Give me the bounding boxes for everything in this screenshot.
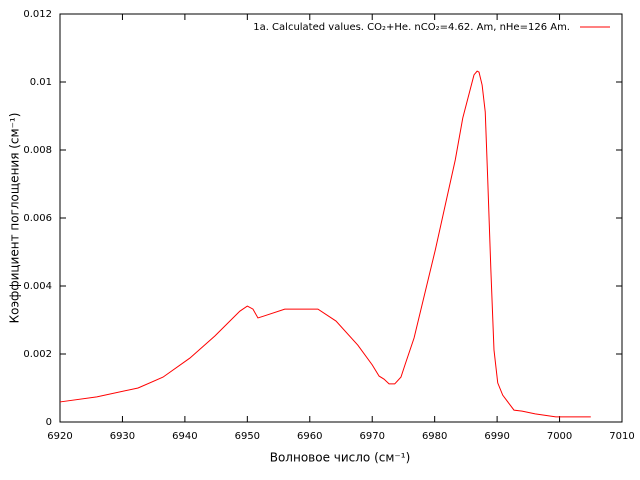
y-tick-label: 0 <box>46 417 52 428</box>
x-tick-label: 6990 <box>484 431 509 442</box>
y-tick-label: 0.004 <box>23 281 52 292</box>
x-tick-label: 7000 <box>547 431 572 442</box>
x-tick-label: 6960 <box>297 431 322 442</box>
y-axis-label: Коэффициент поглощения (см⁻¹) <box>8 113 22 324</box>
y-tick-label: 0.002 <box>23 349 52 360</box>
legend-label: 1a. Calculated values. CO₂+He. nCO₂=4.62… <box>253 22 570 33</box>
plot-frame <box>59 13 623 423</box>
data-line <box>59 70 591 418</box>
x-tick-label: 7010 <box>609 431 634 442</box>
x-axis-label: Волновое число (см⁻¹) <box>270 451 411 465</box>
y-tick-label: 0.006 <box>23 213 52 224</box>
x-tick-label: 6940 <box>172 431 197 442</box>
y-tick-label: 0.012 <box>23 9 52 20</box>
x-tick-label: 6950 <box>235 431 260 442</box>
x-tick-label: 6930 <box>110 431 135 442</box>
x-tick-label: 6920 <box>47 431 72 442</box>
y-tick-label: 0.008 <box>23 145 52 156</box>
x-tick-label: 6980 <box>422 431 447 442</box>
x-tick-label: 6970 <box>359 431 384 442</box>
y-tick-label: 0.01 <box>30 77 52 88</box>
